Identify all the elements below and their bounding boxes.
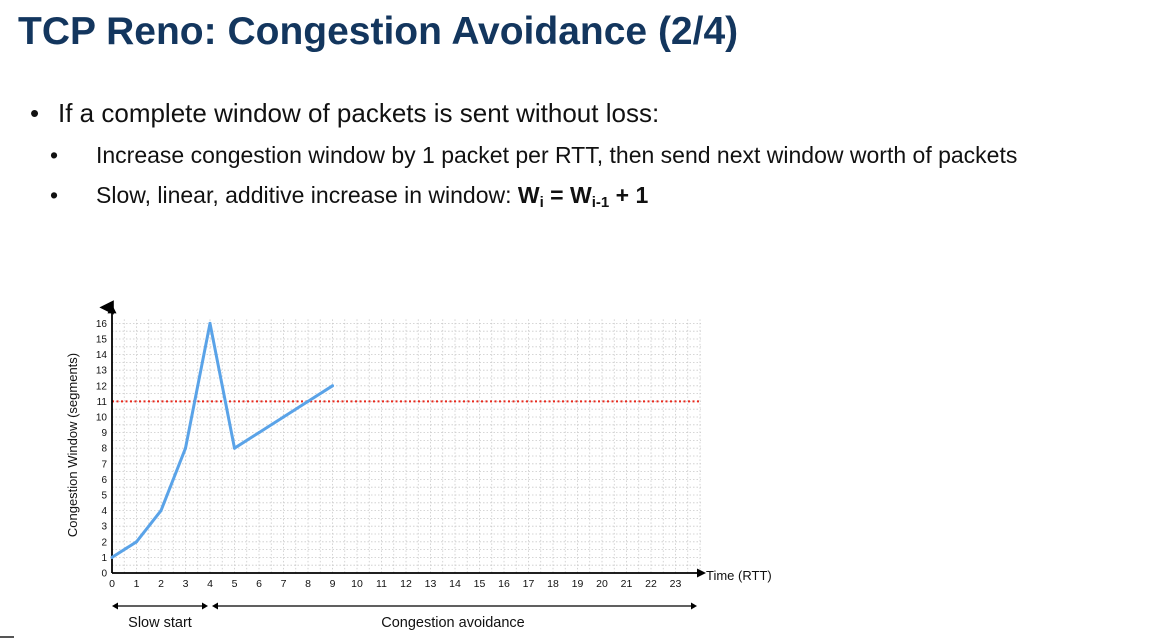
y-tick-label: 13: [96, 366, 108, 377]
bullet-sub-1-text: Increase congestion window by 1 packet p…: [96, 142, 1018, 168]
x-tick-label: 4: [207, 578, 213, 590]
y-tick-label: 14: [96, 350, 108, 361]
x-tick-label: 22: [645, 578, 657, 590]
grid: [111, 319, 701, 574]
y-tick-label: 2: [101, 537, 107, 548]
x-tick-label: 11: [376, 578, 387, 590]
cwnd-data-point: [135, 540, 138, 544]
corner-mark: [0, 636, 14, 638]
x-tick-label: 23: [670, 578, 682, 590]
y-tick-label: 9: [101, 428, 107, 439]
y-tick-label: 5: [101, 491, 107, 502]
formula-lhs-subscript: i: [539, 194, 544, 211]
x-tick-label: 17: [523, 578, 535, 590]
x-tick-label: 8: [305, 578, 311, 590]
y-axis-arrowhead: [107, 304, 117, 314]
bullet-dot: •: [30, 98, 40, 128]
y-axis-label: Congestion Window (segments): [65, 353, 80, 537]
cwnd-data-point: [306, 399, 310, 403]
cwnd-data-point: [233, 446, 236, 450]
formula-rhs: W: [570, 182, 592, 208]
x-tick-label: 13: [425, 578, 437, 590]
y-tick-label: 7: [101, 459, 107, 470]
phase-arrow-head-left: [112, 602, 118, 610]
formula-equals: =: [543, 182, 571, 208]
cwnd-data-point: [331, 384, 334, 388]
x-tick-label: 10: [351, 578, 363, 590]
formula-rhs-subscript: i-1: [591, 194, 610, 211]
phase-annotations: Slow start Congestion avoidance: [112, 602, 697, 631]
x-axis-arrowhead: [697, 568, 706, 578]
bullet-main: • If a complete window of packets is sen…: [30, 96, 1150, 136]
window-formula: Wi = Wi-1 + 1: [517, 182, 649, 211]
phase-label: Congestion avoidance: [381, 615, 525, 631]
bullet-dot: •: [50, 142, 59, 168]
y-tick-label: 3: [101, 522, 107, 533]
cwnd-data-point: [257, 431, 261, 435]
x-tick-label: 6: [256, 578, 262, 590]
x-tick-label: 0: [109, 578, 115, 590]
formula-tail: + 1: [609, 182, 649, 208]
cwnd-series-line: [110, 321, 334, 559]
bullet-sub-2: • Slow, linear, additive increase in win…: [50, 176, 1150, 216]
bullet-sub-1: • Increase congestion window by 1 packet…: [50, 136, 1150, 176]
x-tick-label: 20: [596, 578, 608, 590]
y-tick-label: 1: [101, 553, 107, 564]
cwnd-data-point: [159, 509, 163, 513]
x-tick-label: 7: [281, 578, 287, 590]
x-tick-label: 9: [330, 578, 336, 590]
chart-svg: 0 1 2 3 4 5 6 7 8 9 10 11 12 13 14 15 16 17 18 19 20 21 22 2301…: [65, 300, 772, 631]
y-tick-label: 8: [101, 444, 107, 455]
bullet-main-text: If a complete window of packets is sent …: [58, 98, 660, 128]
x-tick-label: 5: [232, 578, 238, 590]
y-tick-label: 0: [101, 569, 107, 580]
y-tick-label: 4: [101, 506, 107, 517]
y-tick-label: 10: [96, 413, 108, 424]
y-tick-label: 15: [96, 335, 108, 346]
tick-labels: 0 1 2 3 4 5 6 7 8 9 10 11 12 13 14 15 16 17 18 19 20 21 22 2301…: [96, 319, 682, 590]
y-tick-label: 11: [97, 397, 108, 408]
x-tick-label: 2: [158, 578, 164, 590]
cwnd-data-point: [110, 555, 114, 559]
x-tick-label: 12: [400, 578, 412, 590]
y-tick-label: 12: [96, 381, 108, 392]
x-axis-label: Time (RTT): [706, 568, 772, 583]
cwnd-data-point: [282, 415, 285, 419]
y-tick-label: 6: [101, 475, 107, 486]
x-tick-label: 16: [498, 578, 510, 590]
y-tick-label: 16: [96, 319, 108, 330]
x-tick-label: 1: [134, 578, 140, 590]
slide-title: TCP Reno: Congestion Avoidance (2/4): [18, 10, 739, 53]
phase-label: Slow start: [128, 615, 192, 631]
cwnd-data-point: [184, 446, 187, 450]
x-tick-label: 19: [572, 578, 584, 590]
x-tick-label: 15: [474, 578, 486, 590]
phase-arrow-head-right: [691, 602, 697, 610]
phase-arrow-head-right: [202, 602, 208, 610]
formula-lhs: W: [517, 182, 540, 208]
x-tick-label: 21: [621, 578, 633, 590]
bullet-dot: •: [50, 182, 59, 208]
series-layer: [110, 321, 334, 559]
bullet-list: • If a complete window of packets is sen…: [30, 96, 1150, 216]
phase-arrow-head-left: [212, 602, 218, 610]
cwnd-data-point: [208, 321, 212, 325]
x-tick-label: 18: [547, 578, 559, 590]
x-tick-label: 14: [449, 578, 461, 590]
congestion-window-chart: 0 1 2 3 4 5 6 7 8 9 10 11 12 13 14 15 16 17 18 19 20 21 22 23 0 1…: [0, 290, 800, 635]
bullet-sub-2-text: Slow, linear, additive increase in windo…: [96, 182, 518, 208]
axes: [99, 300, 706, 578]
x-tick-label: 3: [183, 578, 189, 590]
